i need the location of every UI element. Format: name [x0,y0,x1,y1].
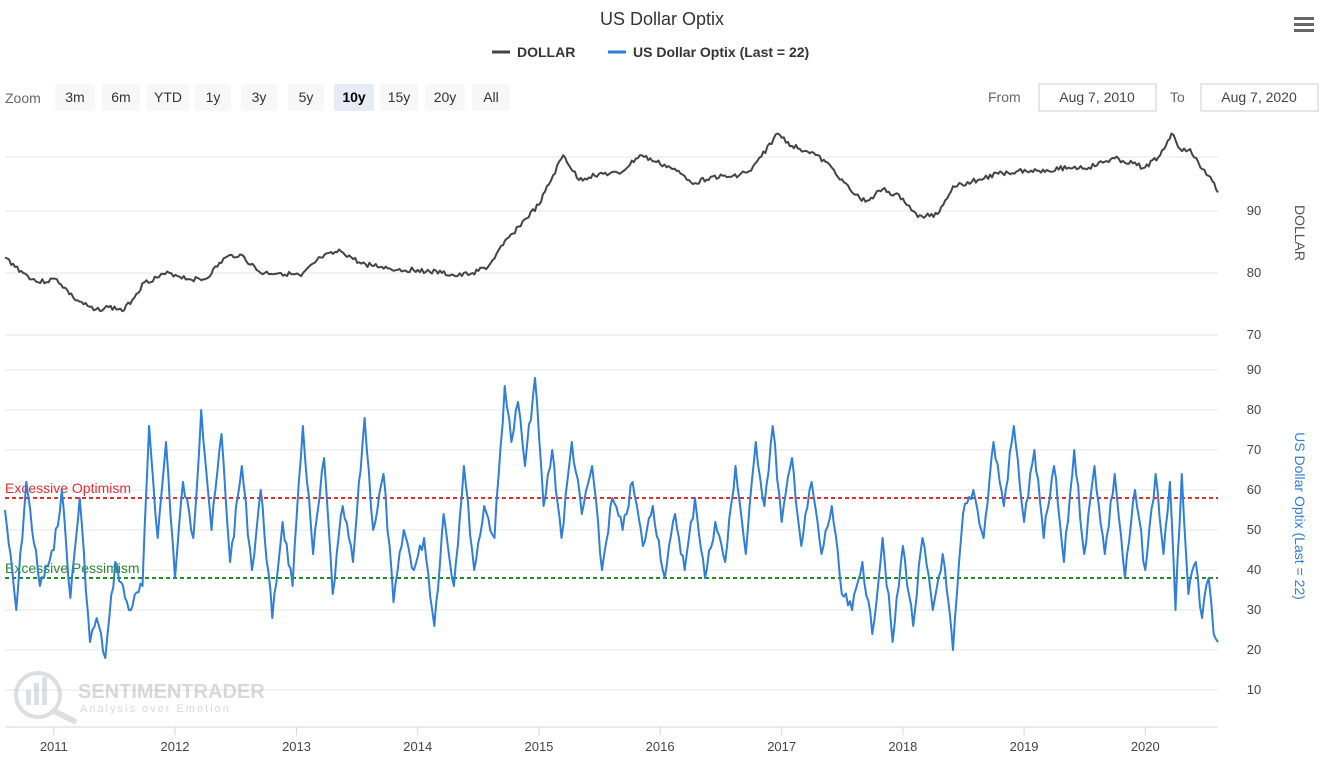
series-lines [4,132,1219,659]
zoom-button-10y[interactable]: 10y [334,84,374,111]
zoom-button-15y[interactable]: 15y [380,84,418,111]
zoom-button-5y[interactable]: 5y [288,84,324,111]
series-line-dollar [4,132,1219,313]
y-tick-label-optix: 90 [1247,362,1261,377]
y-tick-label-optix: 80 [1247,402,1261,417]
sentimentrader-logo-icon [14,671,77,724]
x-tick-label: 2015 [524,739,553,754]
legend: DOLLAR US Dollar Optix (Last = 22) [492,44,809,60]
y-tick-label-optix: 20 [1247,642,1261,657]
zoom-button-label: 20y [434,89,457,105]
chart-title: US Dollar Optix [600,9,724,29]
watermark-brand: SENTIMENTRADER [78,681,265,703]
y-tick-label-dollar: 80 [1247,265,1261,280]
zoom-button-6m[interactable]: 6m [102,84,140,111]
legend-label-dollar: DOLLAR [517,44,575,60]
y-tick-label-optix: 10 [1247,682,1261,697]
y-tick-label-optix: 60 [1247,482,1261,497]
y-axis-title-optix: US Dollar Optix (Last = 22) [1292,432,1308,600]
y-axis-title-dollar: DOLLAR [1292,205,1308,261]
zoom-button-label: 3m [65,89,84,105]
zoom-button-label: 6m [111,89,130,105]
legend-item-dollar[interactable]: DOLLAR [492,44,575,60]
y-tick-label-optix: 30 [1247,602,1261,617]
x-tick-label: 2016 [646,739,675,754]
x-tick-label: 2018 [888,739,917,754]
axes: 2011 2012 2013 2014 2015 2016 2017 2018 2019 2020… [5,203,1308,754]
zoom-button-label: 1y [206,89,221,105]
from-date-input[interactable]: Aug 7, 2010 [1038,83,1157,112]
zoom-button-3y[interactable]: 3y [241,84,277,111]
zoom-button-all[interactable]: All [472,84,510,111]
zoom-button-label: 3y [252,89,267,105]
y-tick-label-dollar: 90 [1247,203,1261,218]
hamburger-menu-icon[interactable] [1286,10,1320,40]
x-tick-label: 2019 [1010,739,1039,754]
zoom-label: Zoom [5,90,41,106]
to-label: To [1170,89,1185,105]
zoom-button-20y[interactable]: 20y [425,84,465,111]
series-line-optix [4,377,1219,659]
x-tick-label: 2013 [282,739,311,754]
from-date-value: Aug 7, 2010 [1059,89,1135,105]
x-tick-label: 2020 [1131,739,1160,754]
legend-item-optix[interactable]: US Dollar Optix (Last = 22) [608,44,809,60]
zoom-button-ytd[interactable]: YTD [147,84,189,111]
zoom-button-label: YTD [154,89,182,105]
watermark-tagline: Analysis over Emotion [80,703,231,715]
zoom-button-label: 15y [388,89,411,105]
x-tick-label: 2011 [40,739,68,754]
x-tick-label: 2017 [767,739,796,754]
zoom-button-1y[interactable]: 1y [195,84,231,111]
to-date-value: Aug 7, 2020 [1221,89,1297,105]
reference-label-optimism: Excessive Optimism [5,480,131,496]
sentimentrader-watermark: SENTIMENTRADER Analysis over Emotion [14,671,265,724]
legend-label-optix: US Dollar Optix (Last = 22) [633,44,809,60]
x-tick-label: 2012 [161,739,190,754]
y-tick-label-optix: 40 [1247,562,1261,577]
zoom-button-label: All [483,89,499,105]
grid-lines [5,156,1218,691]
zoom-button-label: 10y [342,89,366,105]
y-tick-label-dollar: 70 [1247,327,1261,342]
to-date-input[interactable]: Aug 7, 2020 [1200,83,1319,112]
from-label: From [988,89,1021,105]
y-tick-label-optix: 70 [1247,442,1261,457]
x-tick-label: 2014 [403,739,432,754]
zoom-button-label: 5y [299,89,314,105]
zoom-buttons: 3m 6m YTD 1y 3y 5y 10y 15y 20y All [55,84,510,111]
y-tick-label-optix: 50 [1247,522,1261,537]
zoom-button-3m[interactable]: 3m [55,84,95,111]
